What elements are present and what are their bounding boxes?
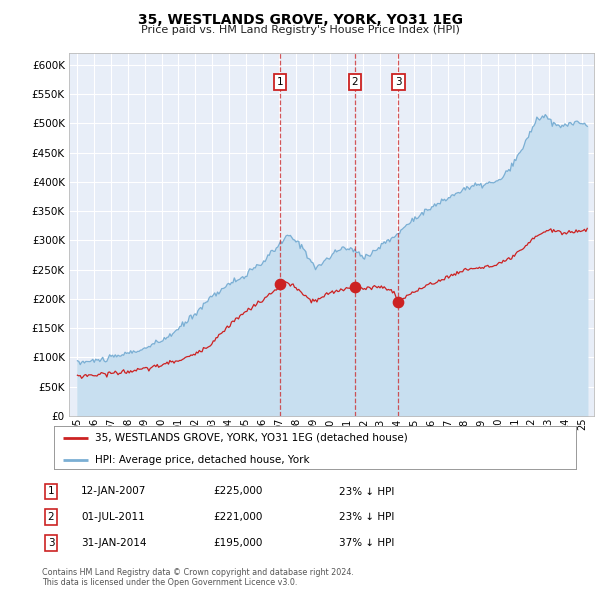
Text: 1: 1	[47, 487, 55, 496]
Text: 12-JAN-2007: 12-JAN-2007	[81, 487, 146, 496]
Text: £195,000: £195,000	[213, 538, 262, 548]
Text: Contains HM Land Registry data © Crown copyright and database right 2024.
This d: Contains HM Land Registry data © Crown c…	[42, 568, 354, 587]
Point	[394, 297, 403, 307]
Text: 01-JUL-2011: 01-JUL-2011	[81, 512, 145, 522]
Text: 31-JAN-2014: 31-JAN-2014	[81, 538, 146, 548]
Text: 23% ↓ HPI: 23% ↓ HPI	[339, 487, 394, 496]
Text: 2: 2	[352, 77, 358, 87]
Point	[275, 280, 285, 289]
Text: £225,000: £225,000	[213, 487, 262, 496]
Text: 3: 3	[395, 77, 402, 87]
Text: Price paid vs. HM Land Registry's House Price Index (HPI): Price paid vs. HM Land Registry's House …	[140, 25, 460, 35]
Text: 23% ↓ HPI: 23% ↓ HPI	[339, 512, 394, 522]
Text: 3: 3	[47, 538, 55, 548]
Text: HPI: Average price, detached house, York: HPI: Average price, detached house, York	[95, 454, 310, 464]
Text: £221,000: £221,000	[213, 512, 262, 522]
Text: 1: 1	[277, 77, 283, 87]
Text: 35, WESTLANDS GROVE, YORK, YO31 1EG: 35, WESTLANDS GROVE, YORK, YO31 1EG	[137, 13, 463, 27]
Point	[350, 282, 360, 291]
Text: 2: 2	[47, 512, 55, 522]
Text: 35, WESTLANDS GROVE, YORK, YO31 1EG (detached house): 35, WESTLANDS GROVE, YORK, YO31 1EG (det…	[95, 432, 407, 442]
Text: 37% ↓ HPI: 37% ↓ HPI	[339, 538, 394, 548]
